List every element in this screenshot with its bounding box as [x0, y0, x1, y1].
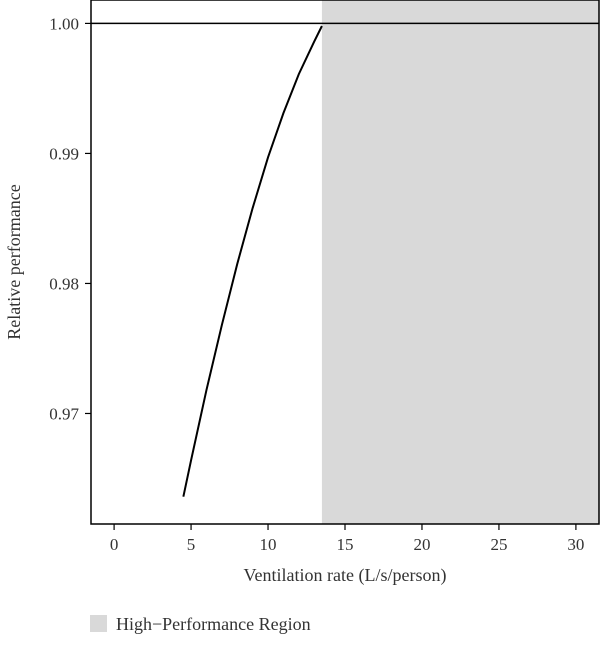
x-tick-label: 15	[337, 535, 354, 554]
high-performance-region	[321, 0, 599, 524]
legend-label: High−Performance Region	[116, 614, 311, 634]
y-axis: 0.97 0.98 0.99 1.00	[49, 14, 91, 423]
y-tick-label: 0.97	[49, 404, 79, 423]
x-tick-label: 20	[413, 535, 430, 554]
y-axis-title: Relative performance	[4, 184, 24, 339]
series-line	[182, 25, 323, 497]
series-layer	[182, 25, 323, 497]
x-tick-label: 30	[567, 535, 584, 554]
x-tick-label: 0	[110, 535, 119, 554]
y-tick-label: 0.99	[49, 144, 79, 163]
x-axis: 0 5 10 15 20 25 30	[110, 524, 584, 554]
legend: High−Performance Region	[90, 614, 311, 634]
x-tick-label: 10	[260, 535, 277, 554]
legend-swatch	[90, 615, 107, 632]
shade-layer	[321, 0, 599, 524]
x-tick-label: 5	[187, 535, 196, 554]
x-tick-label: 25	[490, 535, 507, 554]
y-tick-label: 1.00	[49, 14, 79, 33]
x-axis-title: Ventilation rate (L/s/person)	[244, 565, 447, 586]
y-tick-label: 0.98	[49, 274, 79, 293]
